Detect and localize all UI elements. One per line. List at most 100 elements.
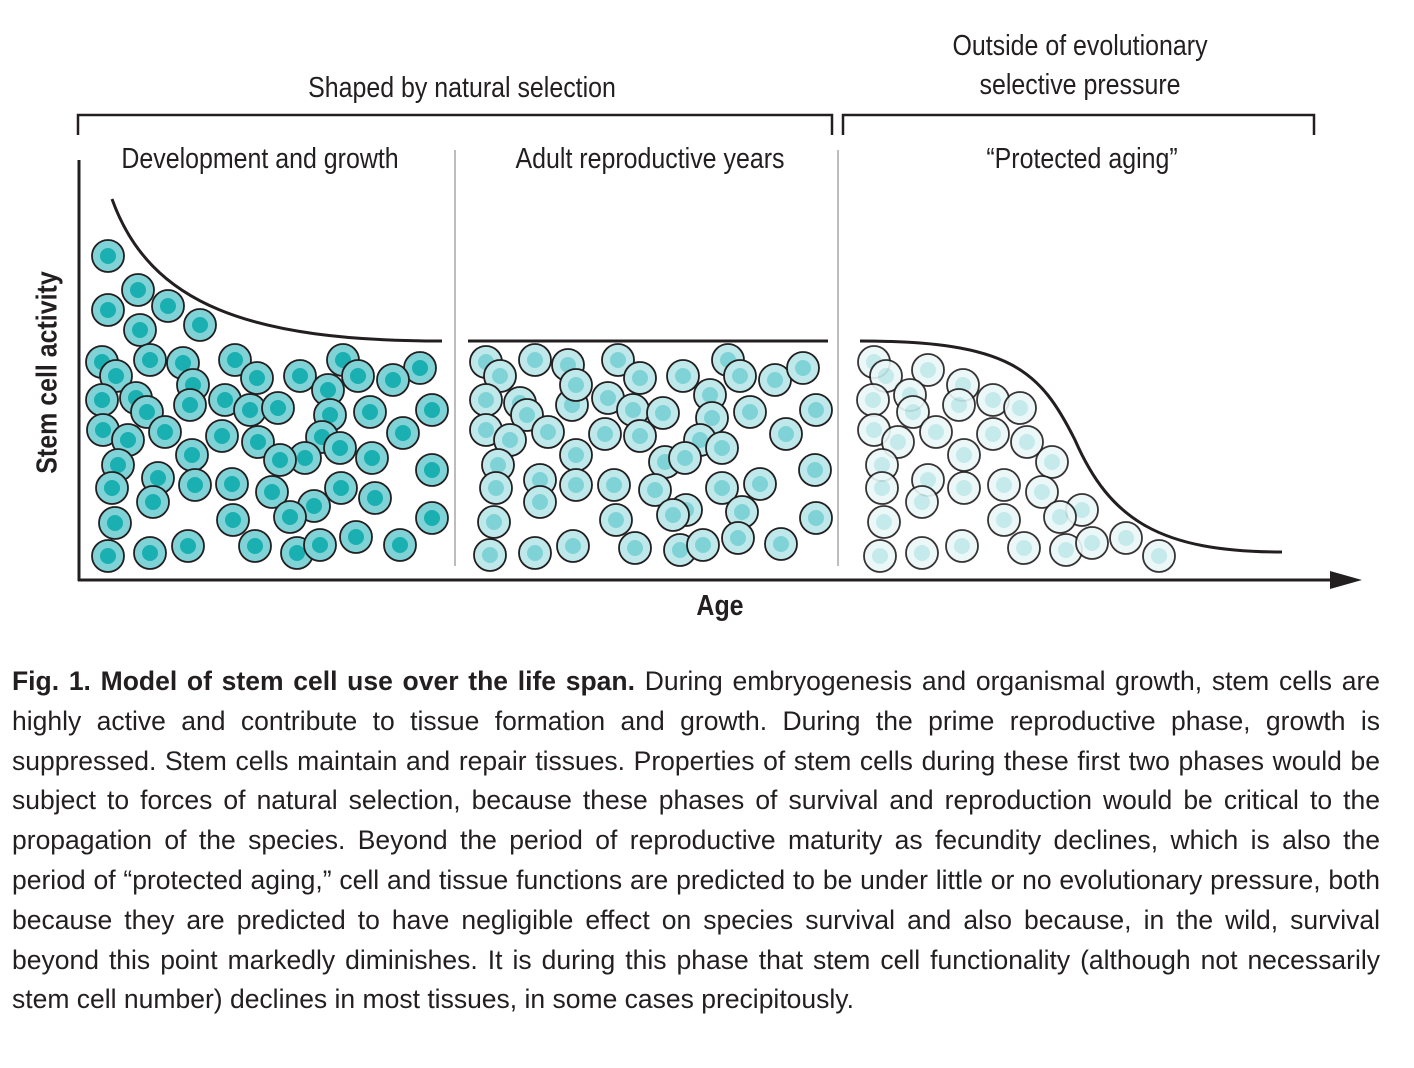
- adult-stem-cell: [479, 471, 513, 505]
- aged-stem-cell: [1043, 500, 1077, 534]
- figure-caption: Fig. 1. Model of stem cell use over the …: [12, 662, 1380, 1020]
- active-stem-cell: [98, 506, 132, 540]
- aged-stem-cell: [905, 536, 939, 570]
- adult-stem-cell: [591, 381, 625, 415]
- aged-stem-cell: [947, 471, 981, 505]
- aged-stem-cell: [947, 438, 981, 472]
- active-stem-cell: [136, 485, 170, 519]
- active-stem-cell: [238, 529, 272, 563]
- aged-stem-cell: [911, 353, 945, 387]
- adult-stem-cell: [646, 396, 680, 430]
- active-stem-cell: [171, 529, 205, 563]
- aged-stem-cell: [865, 471, 899, 505]
- adult-stem-cell: [705, 431, 739, 465]
- active-stem-cell: [95, 471, 129, 505]
- active-stem-cell: [303, 528, 337, 562]
- x-axis-arrowhead: [1330, 571, 1362, 589]
- adult-stem-cell: [599, 503, 633, 537]
- aged-stem-cell: [881, 425, 915, 459]
- aged-stem-cell: [945, 529, 979, 563]
- adult-stem-cell: [721, 521, 755, 555]
- active-stem-cell: [261, 391, 295, 425]
- active-stem-cell: [263, 443, 297, 477]
- adult-stem-cell: [616, 393, 650, 427]
- aged-stem-cell: [1010, 425, 1044, 459]
- active-stem-cell: [123, 313, 157, 347]
- stem-cell-diagram: [76, 113, 1362, 589]
- active-stem-cell: [99, 359, 133, 393]
- aged-stem-cell: [987, 503, 1021, 537]
- adult-stem-cell: [601, 343, 635, 377]
- active-stem-cell: [255, 475, 289, 509]
- y-axis-label: Stem cell activity: [31, 271, 64, 474]
- active-stem-cell: [355, 441, 389, 475]
- adult-stem-cell: [799, 393, 833, 427]
- aged-stem-cell: [1049, 533, 1083, 567]
- aged-stem-cell: [905, 485, 939, 519]
- active-stem-cell: [376, 363, 410, 397]
- aged-stem-cell: [1003, 391, 1037, 425]
- x-axis-label: Age: [696, 590, 744, 622]
- aged-stem-cell: [976, 383, 1010, 417]
- aged-activity-curve: [859, 339, 1283, 554]
- active-stem-cell: [358, 481, 392, 515]
- active-stem-cell: [323, 431, 357, 465]
- phase-adult-label: Adult reproductive years: [515, 143, 785, 175]
- adult-stem-cell: [666, 359, 700, 393]
- adult-stem-cell: [638, 473, 672, 507]
- active-stem-cell: [341, 359, 375, 393]
- active-stem-cell: [91, 539, 125, 573]
- adult-stem-cell: [725, 495, 759, 529]
- aged-stem-cell: [896, 395, 930, 429]
- adult-stem-cell: [618, 531, 652, 565]
- adult-stem-cell: [798, 453, 832, 487]
- active-stem-cell: [85, 383, 119, 417]
- adult-stem-cell: [473, 538, 507, 572]
- adult-stem-cell: [477, 505, 511, 539]
- active-stem-cell: [273, 500, 307, 534]
- active-stem-cell: [111, 423, 145, 457]
- adult-stem-cell: [656, 498, 690, 532]
- active-stem-cell: [205, 419, 239, 453]
- active-stem-cell: [218, 343, 252, 377]
- aged-cells: [856, 345, 1176, 573]
- active-stem-cell: [415, 453, 449, 487]
- active-stem-cell: [311, 373, 345, 407]
- outside-pressure-label-line2: selective pressure: [979, 69, 1181, 101]
- aged-stem-cell: [856, 383, 890, 417]
- natural-selection-bracket: [76, 113, 834, 135]
- adult-stem-cell: [764, 527, 798, 561]
- active-stem-cell: [151, 289, 185, 323]
- active-stem-cell: [324, 471, 358, 505]
- active-stem-cell: [133, 536, 167, 570]
- phase-protected-label: “Protected aging”: [986, 143, 1178, 175]
- caption-title: Fig. 1. Model of stem cell use over the …: [12, 666, 635, 696]
- adult-stem-cell: [523, 485, 557, 519]
- aged-stem-cell: [867, 505, 901, 539]
- active-stem-cell: [283, 359, 317, 393]
- active-stem-cell: [178, 468, 212, 502]
- outside-pressure-bracket: [841, 113, 1316, 135]
- active-stem-cell: [383, 528, 417, 562]
- active-stem-cell: [121, 273, 155, 307]
- phase-development-label: Development and growth: [121, 143, 399, 175]
- adult-stem-cell: [559, 438, 593, 472]
- aged-stem-cell: [987, 468, 1021, 502]
- development-activity-curve: [110, 198, 443, 343]
- natural-selection-label: Shaped by natural selection: [308, 72, 616, 104]
- adult-stem-cell: [786, 351, 820, 385]
- aged-stem-cell: [1075, 526, 1109, 560]
- adult-stem-cell: [531, 415, 565, 449]
- active-stem-cell: [173, 388, 207, 422]
- active-stem-cell: [415, 501, 449, 535]
- adult-stem-cell: [559, 368, 593, 402]
- adult-stem-cell: [559, 468, 593, 502]
- active-stem-cell: [403, 351, 437, 385]
- adult-stem-cell: [623, 419, 657, 453]
- aged-stem-cell: [942, 388, 976, 422]
- active-stem-cell: [91, 239, 125, 273]
- aged-stem-cell: [863, 539, 897, 573]
- active-stem-cell: [415, 393, 449, 427]
- active-stem-cell: [353, 395, 387, 429]
- adult-cells: [469, 343, 833, 572]
